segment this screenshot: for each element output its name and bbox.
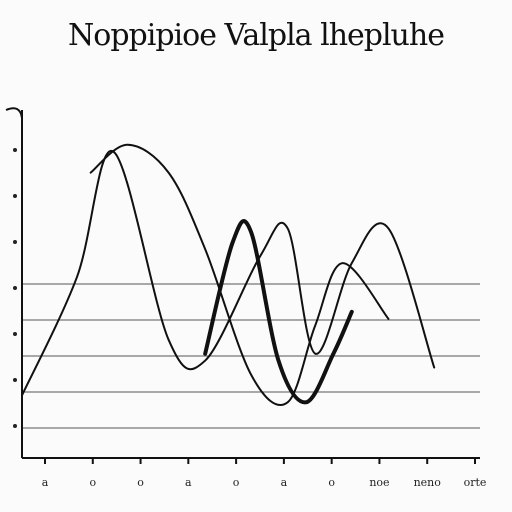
y-tick-mark bbox=[13, 424, 17, 428]
y-tick-mark bbox=[13, 332, 17, 336]
series-line-3 bbox=[203, 219, 354, 405]
x-tick-label: a bbox=[42, 476, 49, 489]
x-tick-label: orte bbox=[464, 476, 487, 489]
y-axis-hook bbox=[5, 107, 23, 119]
x-tick-label: neno bbox=[414, 476, 442, 489]
x-tick-label: noe bbox=[369, 476, 389, 489]
series-line-1 bbox=[21, 150, 436, 397]
y-tick-mark bbox=[13, 240, 17, 244]
chart-title: Noppipioe Valpla lhepluhe bbox=[68, 18, 445, 53]
y-tick-mark bbox=[13, 286, 17, 290]
series-line-2 bbox=[89, 143, 390, 406]
y-tick-mark bbox=[13, 378, 17, 382]
x-tick-label: a bbox=[281, 476, 288, 489]
x-tick-label: o bbox=[328, 476, 335, 489]
x-tick-label: o bbox=[137, 476, 144, 489]
y-tick-mark bbox=[13, 194, 17, 198]
x-tick-label: o bbox=[233, 476, 240, 489]
x-tick-label: a bbox=[185, 476, 192, 489]
y-tick-mark bbox=[13, 148, 17, 152]
x-tick-label: o bbox=[89, 476, 96, 489]
